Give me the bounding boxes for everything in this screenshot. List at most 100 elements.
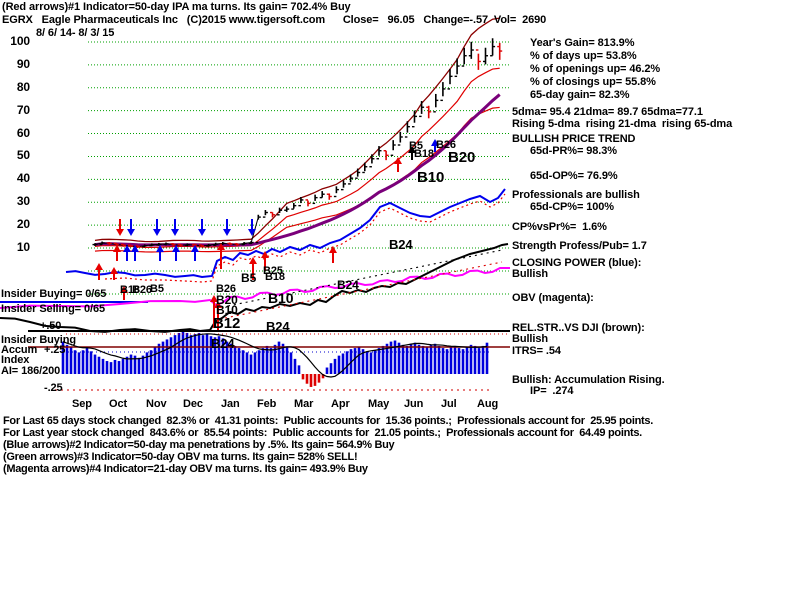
buy-arrow-icon <box>172 245 180 252</box>
buy-signal-label: B26 <box>436 139 456 151</box>
indicator1-legend: (Red arrows)#1 Indicator=50-day IPA ma t… <box>2 1 351 13</box>
y-axis-tick: 70 <box>16 103 30 117</box>
right-panel-line: IP= .274 <box>530 385 574 397</box>
ticker-title: EGRX Eagle Pharmaceuticals Inc (C)2015 w… <box>2 14 547 26</box>
month-label: Feb <box>257 398 277 410</box>
right-panel-line: BULLISH PRICE TREND <box>512 133 636 145</box>
footer-indicator-line: For Last 65 days stock changed 82.3% or … <box>3 415 653 427</box>
left-axis-label: Insider Selling= 0/65 <box>1 303 105 315</box>
right-panel-line: 65-day gain= 82.3% <box>530 89 630 101</box>
footer-indicator-line: (Magenta arrows)#4 Indicator=21-day OBV … <box>3 463 368 475</box>
buy-arrow-icon <box>131 245 139 252</box>
buy-arrow-icon <box>261 251 269 258</box>
right-panel-line: CP%vsPr%= 1.6% <box>512 221 607 233</box>
buy-signal-label: B18 <box>265 271 285 283</box>
month-label: Jun <box>404 398 424 410</box>
right-panel-line: Year's Gain= 813.9% <box>530 37 635 49</box>
buy-arrow-icon <box>156 245 164 252</box>
sell-arrow-icon <box>127 229 135 236</box>
buy-arrow-icon <box>431 139 439 146</box>
left-axis-label: -.25 <box>44 382 63 394</box>
buy-signal-label: B20 <box>448 149 476 166</box>
left-axis-label: Insider Buying= 0/65 <box>1 288 107 300</box>
y-axis-tick: 10 <box>16 240 30 254</box>
buy-arrow-icon <box>408 146 416 153</box>
buy-arrow-icon <box>394 157 402 164</box>
buy-signal-label: B12 <box>213 315 241 332</box>
left-axis-label: Insider Buying <box>1 334 76 346</box>
month-label: Aug <box>477 398 499 410</box>
sell-arrow-icon <box>116 229 124 236</box>
buy-signal-label: B25 <box>263 265 283 277</box>
month-label: Mar <box>294 398 314 410</box>
right-panel-line: 5dma= 95.4 21dma= 89.7 65dma=77.1 <box>512 106 703 118</box>
right-panel-line: % of closings up= 55.8% <box>530 76 656 88</box>
right-panel-line: Bullish <box>512 268 548 280</box>
sell-arrow-icon <box>248 229 256 236</box>
right-panel-line: % of days up= 53.8% <box>530 50 637 62</box>
right-panel-line: REL.STR..VS DJI (brown): <box>512 322 645 334</box>
buy-arrow-icon <box>249 257 257 264</box>
month-label: Dec <box>183 398 203 410</box>
buy-signal-label: B5 <box>409 140 423 152</box>
left-axis-label: Index <box>1 354 30 366</box>
buy-signal-label: B18 <box>414 148 434 160</box>
footer-indicator-line: (Blue arrows)#2 Indicator=50-day ma pene… <box>3 439 395 451</box>
month-label: Sep <box>72 398 92 410</box>
date-range: 8/ 6/ 14- 8/ 3/ 15 <box>36 27 115 39</box>
y-axis-tick: 20 <box>16 217 30 231</box>
y-axis-tick: 60 <box>16 126 30 140</box>
buy-signal-label: B26 <box>132 284 152 296</box>
buy-arrow-icon <box>329 246 337 253</box>
buy-signal-label: B10 <box>216 303 238 317</box>
right-panel-line: 65d-PR%= 98.3% <box>530 145 617 157</box>
footer-indicator-line: For Last year stock changed 843.6% or 85… <box>3 427 642 439</box>
buy-arrow-icon <box>123 245 131 252</box>
month-label: Jan <box>221 398 240 410</box>
month-label: Oct <box>109 398 128 410</box>
buy-signal-label: B10 <box>268 290 294 306</box>
buy-signal-label: B24 <box>389 237 413 252</box>
sell-arrow-icon <box>223 229 231 236</box>
right-panel-line: ITRS= .54 <box>512 345 561 357</box>
y-axis-tick: 30 <box>16 194 30 208</box>
month-label: Jul <box>441 398 457 410</box>
y-axis-tick: 80 <box>16 80 30 94</box>
buy-arrow-icon <box>113 245 121 252</box>
month-label: Apr <box>331 398 350 410</box>
buy-signal-label: B20 <box>216 293 238 307</box>
buy-arrow-icon <box>214 301 222 308</box>
right-panel-line: Bullish: Accumulation Rising. <box>512 374 665 386</box>
buy-arrow-icon <box>95 263 103 270</box>
y-axis-tick: 100 <box>10 34 30 48</box>
right-panel-line: Bullish <box>512 333 548 345</box>
sell-arrow-icon <box>171 229 179 236</box>
month-label: May <box>368 398 390 410</box>
right-panel-line: % of openings up= 46.2% <box>530 63 661 75</box>
y-axis-tick: 40 <box>16 171 30 185</box>
y-axis-tick: 90 <box>16 57 30 71</box>
left-axis-label: +.50 <box>40 320 62 332</box>
right-panel-line: CLOSING POWER (blue): <box>512 257 642 269</box>
sell-arrow-icon <box>198 229 206 236</box>
right-panel-line: Rising 5-dma rising 21-dma rising 65-dma <box>512 118 733 130</box>
right-panel-line: 65d-OP%= 76.9% <box>530 170 618 182</box>
footer-indicator-line: (Green arrows)#3 Indicator=50-day OBV ma… <box>3 451 358 463</box>
buy-signal-label: B5 <box>241 271 257 285</box>
buy-signal-label: B5 <box>150 283 164 295</box>
buy-arrow-icon <box>120 286 128 293</box>
buy-arrow-icon <box>110 267 118 274</box>
left-axis-label: +.25 <box>44 344 66 356</box>
y-axis-tick: 50 <box>16 148 30 162</box>
buy-signal-label: B10 <box>417 169 445 186</box>
buy-signal-label: B24 <box>337 278 359 292</box>
right-panel-line: Professionals are bullish <box>512 189 640 201</box>
left-axis-label: Accum <box>1 344 38 356</box>
right-panel-line: 65d-CP%= 100% <box>530 201 614 213</box>
right-panel-line: OBV (magenta): <box>512 292 594 304</box>
month-label: Nov <box>146 398 167 410</box>
buy-signal-label: B24 <box>266 319 290 334</box>
sell-arrow-icon <box>153 229 161 236</box>
